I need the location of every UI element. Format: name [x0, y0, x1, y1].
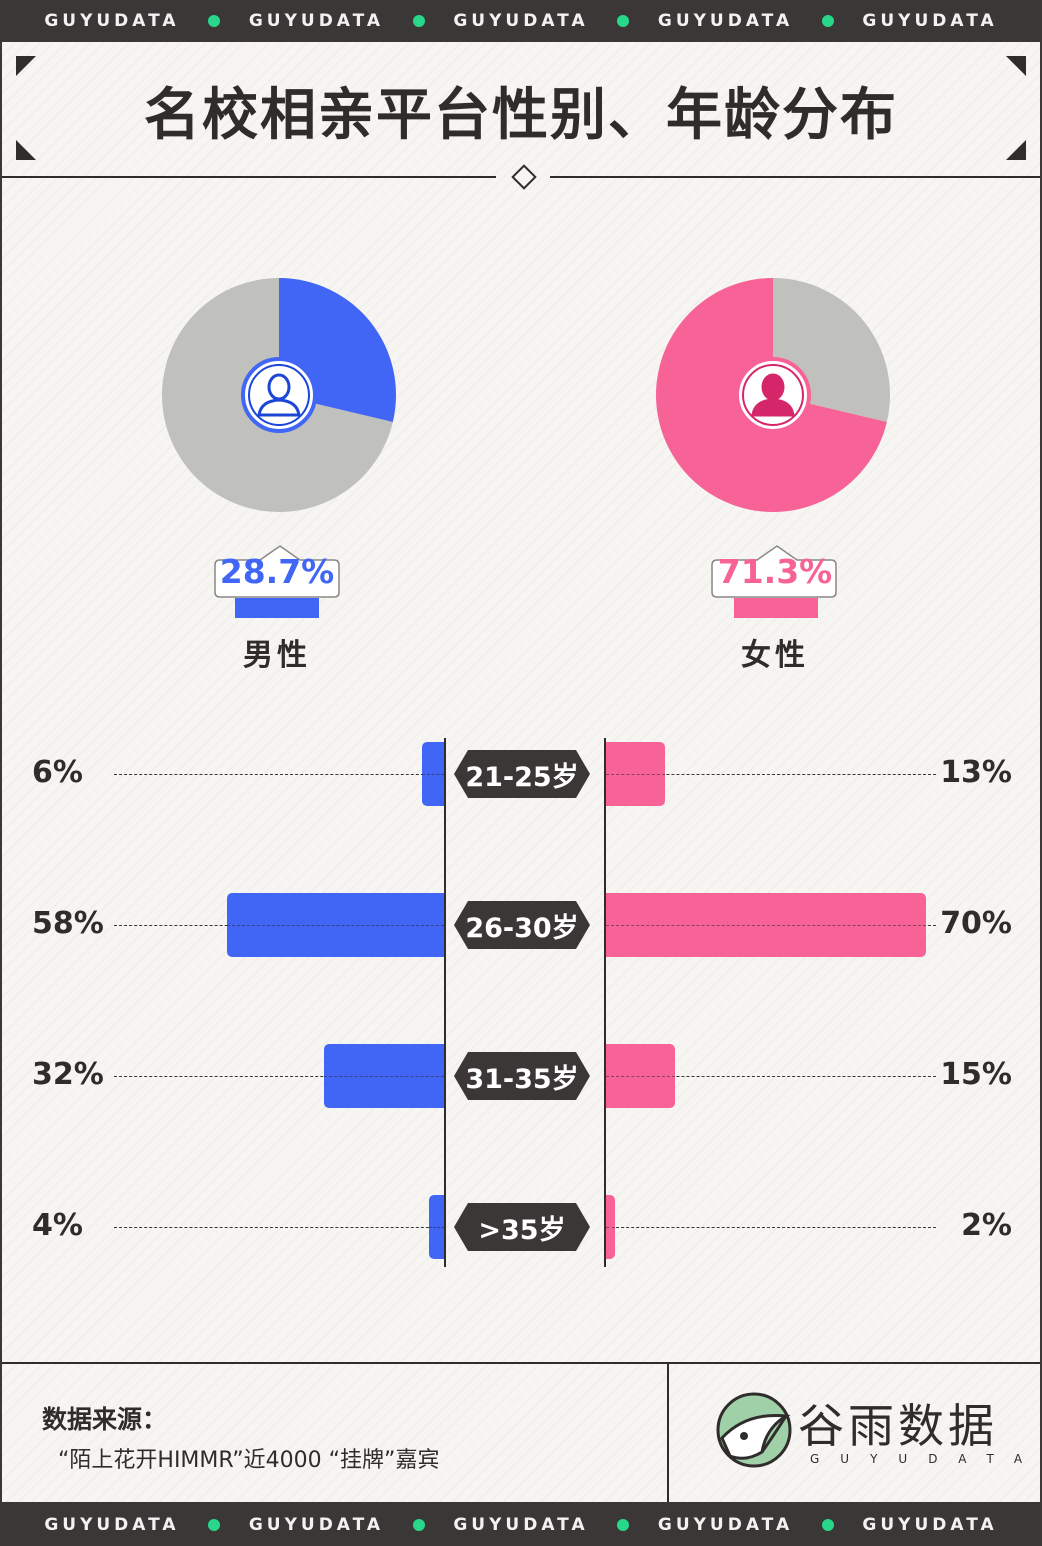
band-word: GUYUDATA — [862, 1515, 998, 1535]
male-value-label: 32% — [32, 1057, 104, 1092]
dash-on-bar-right — [606, 774, 666, 775]
page-title: 名校相亲平台性别、年龄分布 — [144, 83, 898, 148]
dash-guide-right — [606, 1076, 936, 1077]
male-value-label: 6% — [32, 755, 83, 790]
female-gender-label: 女性 — [741, 638, 809, 673]
female-axis-line — [604, 738, 606, 1267]
female-pct-frame — [711, 545, 837, 598]
band-dot — [412, 1519, 425, 1531]
corner-marks — [16, 56, 1026, 160]
female-value-label: 70% — [940, 906, 1012, 941]
band-dot — [821, 15, 834, 27]
band-dot — [617, 15, 630, 27]
male-value-label: 4% — [32, 1208, 83, 1243]
band-dot — [208, 15, 221, 27]
band-word: GUYUDATA — [248, 1515, 385, 1535]
brand-name-en: GUYUDATA — [810, 1452, 1042, 1466]
female-pct-label: 71.3% — [717, 552, 833, 591]
band-dot — [208, 1519, 221, 1531]
pct-label-frames — [214, 545, 837, 598]
age-group-tag: 31-35岁 — [454, 1052, 590, 1100]
corner-mark-top-left — [16, 56, 36, 76]
band-word: GUYUDATA — [453, 11, 589, 31]
female-value-label: 13% — [940, 755, 1012, 790]
male-pct-underbar — [235, 598, 319, 618]
band-word: GUYUDATA — [44, 1515, 180, 1535]
corner-mark-bottom-left — [16, 140, 36, 160]
band-word: GUYUDATA — [862, 11, 998, 31]
bottom-brand-band: GUYUDATA GUYUDATA GUYUDATA GUYUDATA GUYUDATA — [0, 1504, 1042, 1546]
dash-guide-left — [114, 774, 444, 775]
female-value-label: 2% — [961, 1208, 1012, 1243]
dash-on-bar-left — [421, 774, 444, 775]
gender-pie-charts — [162, 278, 890, 512]
main-panel: 名校相亲平台性别、年龄分布 28.7% 71.3% 男性 女性 6% 13% 21-… — [2, 42, 1040, 1502]
age-group-tag: >35岁 — [454, 1203, 590, 1251]
band-word: GUYUDATA — [657, 11, 794, 31]
band-word: GUYUDATA — [248, 11, 385, 31]
dash-on-bar-right — [606, 1227, 616, 1228]
brand-name-cn: 谷雨数据 — [798, 1399, 998, 1453]
corner-mark-bottom-right — [1006, 140, 1026, 160]
male-icon-head — [267, 373, 291, 401]
source-title: 数据来源： — [42, 1405, 168, 1434]
dash-on-bar-left — [226, 925, 444, 926]
band-dot — [412, 15, 425, 27]
band-word: GUYUDATA — [657, 1515, 794, 1535]
male-gender-label: 男性 — [243, 638, 311, 673]
male-pct-frame — [214, 545, 340, 598]
footer-divider — [2, 1362, 1040, 1364]
band-word: GUYUDATA — [453, 1515, 589, 1535]
female-value-label: 15% — [940, 1057, 1012, 1092]
male-value-label: 58% — [32, 906, 104, 941]
footer-vertical-divider — [667, 1362, 669, 1502]
source-text: “陌上花开HIMMR”近4000 “挂牌”嘉宾 — [58, 1448, 440, 1473]
band-word: GUYUDATA — [44, 11, 180, 31]
female-pct-underbar — [734, 598, 818, 618]
guyu-logo-icon — [716, 1392, 792, 1468]
dash-on-bar-right — [606, 1076, 675, 1077]
female-icon-body — [751, 398, 795, 417]
header-divider-right — [550, 176, 1040, 178]
dash-on-bar-left — [324, 1076, 444, 1077]
female-icon-head — [761, 373, 785, 401]
dash-guide-right — [606, 774, 936, 775]
male-axis-line — [444, 738, 446, 1267]
male-icon-body — [257, 398, 301, 417]
band-dot — [617, 1519, 630, 1531]
dash-guide-left — [114, 1076, 444, 1077]
top-brand-band: GUYUDATA GUYUDATA GUYUDATA GUYUDATA GUYUDATA — [0, 0, 1042, 42]
age-group-tag: 21-25岁 — [454, 750, 590, 798]
male-pct-label: 28.7% — [219, 552, 335, 591]
band-dot — [821, 1519, 834, 1531]
dash-guide-right — [606, 1227, 936, 1228]
age-group-tag: 26-30岁 — [454, 901, 590, 949]
header-divider-left — [2, 176, 496, 178]
dash-guide-left — [114, 1227, 444, 1228]
corner-mark-top-right — [1006, 56, 1026, 76]
dash-on-bar-left — [429, 1227, 444, 1228]
dash-on-bar-right — [606, 925, 926, 926]
